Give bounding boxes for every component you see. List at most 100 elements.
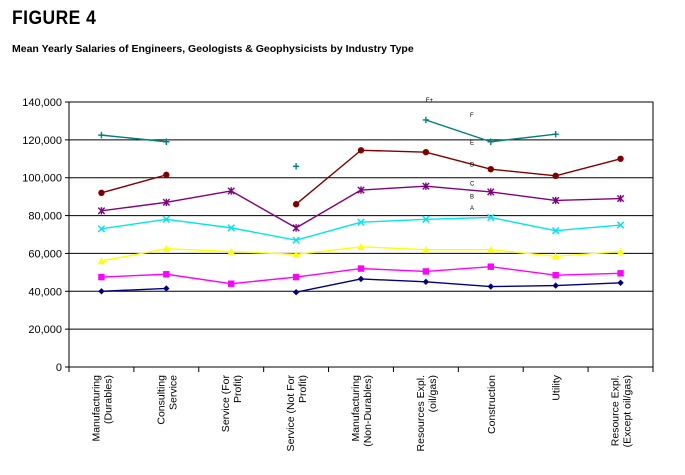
x-tick-label-line: Resources Expl.	[415, 375, 427, 451]
series-line-segment	[490, 216, 556, 232]
series-line-segment	[295, 149, 362, 205]
series-5	[97, 182, 625, 232]
series-line-segment	[425, 119, 492, 143]
y-tick-label: 40,000	[28, 286, 62, 298]
data-point	[617, 279, 624, 286]
series-line-segment	[230, 190, 297, 229]
data-point	[552, 271, 559, 279]
series-line-segment	[490, 284, 556, 288]
segment-label: C	[470, 181, 475, 187]
series-line-segment	[425, 151, 491, 170]
data-point	[487, 263, 494, 270]
data-point	[552, 130, 559, 138]
y-tick-label: 20,000	[28, 324, 62, 336]
series-line-segment	[101, 287, 167, 292]
data-point	[292, 250, 300, 258]
series-line-segment	[101, 218, 167, 230]
plot-area	[68, 101, 654, 368]
data-point	[292, 224, 300, 232]
chart-title: Mean Yearly Salaries of Engineers, Geolo…	[12, 43, 414, 55]
data-point	[487, 283, 494, 290]
series-line-segment	[490, 133, 556, 143]
series-line-segment	[101, 248, 167, 262]
y-tick-label: 140,000	[22, 97, 62, 109]
series-line-segment	[231, 276, 297, 285]
data-point	[292, 163, 300, 170]
data-point	[551, 252, 560, 260]
series-line-segment	[101, 174, 167, 194]
x-tick-label-line: Service (Not For	[285, 375, 297, 452]
data-point	[552, 172, 559, 180]
data-point	[292, 289, 300, 296]
series-6	[98, 147, 624, 208]
x-tick-label-line: (oil/gas)	[427, 375, 439, 412]
series-line-segment	[231, 227, 297, 241]
series-line-segment	[360, 278, 426, 283]
data-point	[98, 189, 105, 197]
series-line-segment	[231, 250, 297, 256]
data-point	[357, 275, 365, 283]
x-tick-label: Resource Expl. (Except oil/gas)	[610, 375, 634, 447]
data-point	[227, 187, 235, 195]
data-point	[163, 271, 170, 278]
series-line-segment	[101, 134, 167, 143]
series-line-segment	[555, 250, 621, 257]
series-line-segment	[166, 247, 232, 253]
data-point	[163, 138, 170, 145]
x-tick-label-line: Manufacturing	[350, 375, 362, 442]
data-point	[551, 196, 560, 205]
x-tick-label-line: Construction	[486, 375, 498, 434]
data-point	[422, 268, 430, 275]
data-point	[162, 198, 171, 207]
y-tick-label: 60,000	[28, 248, 62, 260]
series-line-segment	[360, 149, 426, 153]
data-point	[97, 207, 106, 215]
series-4	[97, 213, 625, 244]
series-line-segment	[490, 168, 556, 177]
segment-label: D	[470, 162, 475, 168]
x-tick-label-line: Service (For	[220, 375, 232, 433]
segment-label: F+	[426, 98, 434, 104]
data-point	[552, 282, 559, 289]
series-7	[98, 116, 559, 170]
data-point	[487, 245, 495, 253]
x-tick-label: Resources Expl. (oil/gas)	[415, 375, 439, 451]
data-point	[487, 188, 495, 196]
series-line-segment	[296, 246, 362, 256]
series-line-segment	[555, 224, 621, 232]
series-1	[98, 275, 624, 296]
series-line-segment	[360, 185, 426, 191]
x-tick-label-line: Consulting	[155, 375, 167, 425]
y-tick-label: 120,000	[22, 135, 62, 147]
x-tick-label-line: (Except oil/gas)	[622, 375, 634, 447]
series-line-segment	[555, 197, 621, 202]
series-2	[98, 263, 624, 287]
data-point	[97, 257, 106, 265]
series-line-segment	[425, 265, 491, 273]
series-line-segment	[490, 248, 556, 257]
data-point	[228, 280, 235, 287]
series-line-segment	[101, 201, 167, 212]
series-line-segment	[166, 190, 232, 204]
x-tick-label: Service (Not For Profit)	[285, 375, 309, 452]
series-line-segment	[555, 272, 621, 276]
data-point	[292, 201, 300, 208]
series-line-segment	[296, 267, 362, 278]
x-tick-label-line: Profit)	[297, 375, 309, 403]
data-point	[357, 243, 365, 251]
series-line-segment	[555, 158, 621, 177]
x-tick-label: Manufacturing (Non-Durables)	[350, 375, 374, 447]
series-3	[97, 243, 625, 265]
series-line-segment	[425, 185, 491, 193]
data-point	[616, 247, 625, 255]
series-line-segment	[555, 282, 621, 287]
data-point	[487, 165, 494, 173]
series-line-segment	[166, 218, 232, 229]
data-point	[163, 171, 170, 179]
data-point	[357, 265, 365, 272]
data-point	[162, 244, 171, 252]
series-line-segment	[490, 191, 556, 202]
data-point	[487, 138, 494, 145]
series-line-segment	[425, 216, 491, 221]
